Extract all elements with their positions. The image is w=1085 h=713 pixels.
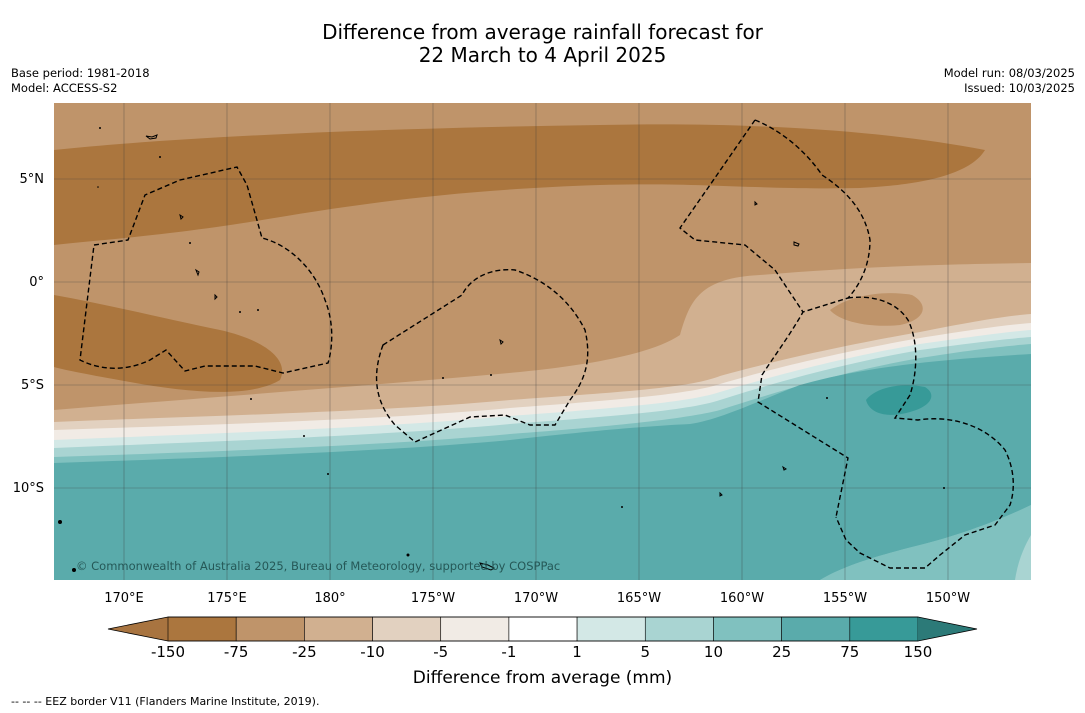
lat-label-5n: 5°N xyxy=(20,172,45,187)
base-period: Base period: 1981-2018 xyxy=(11,66,150,80)
dry-band-north xyxy=(54,124,985,245)
colorbar-segment xyxy=(713,616,782,642)
lon-label-175e: 175°E xyxy=(207,591,247,606)
island-dot xyxy=(97,186,99,188)
island-7 xyxy=(479,562,495,571)
island-6 xyxy=(793,241,800,247)
colorbar-tick-label: -25 xyxy=(292,643,317,661)
island-8 xyxy=(499,338,504,345)
light-wet-southeast xyxy=(1015,535,1031,580)
eez-footnote: -- -- -- EEZ border V11 (Flanders Marine… xyxy=(11,695,320,708)
colorbar-segment xyxy=(235,616,305,642)
islands xyxy=(145,134,800,571)
meta-left: Base period: 1981-2018 Model: ACCESS-S2 xyxy=(11,66,150,96)
title-line-1: Difference from average rainfall forecas… xyxy=(322,20,763,44)
colorbar-extend-low xyxy=(108,617,168,641)
colorbar-tick-label: -75 xyxy=(223,643,249,661)
island-dot xyxy=(72,568,76,572)
island-dot xyxy=(250,398,252,400)
eez-border-cook-northern xyxy=(835,296,1014,569)
wet-area-south xyxy=(54,354,1031,580)
lat-labels: 5°N 0° 5°S 10°S xyxy=(13,172,44,496)
eez-borders xyxy=(79,119,1014,569)
island-dot xyxy=(99,127,101,129)
lon-label-165w: 165°W xyxy=(617,591,661,606)
lon-labels: 170°E 175°E 180° 175°W 170°W 165°W 160°W… xyxy=(104,591,970,606)
island-3 xyxy=(194,268,200,277)
island-dot xyxy=(406,553,410,557)
meta-right: Model run: 08/03/2025 Issued: 10/03/2025 xyxy=(944,66,1075,96)
lat-label-equator: 0° xyxy=(29,275,44,290)
island-dot xyxy=(621,506,623,508)
colorbar-segment xyxy=(781,616,851,642)
island-4 xyxy=(214,293,218,301)
colorbar-segment xyxy=(167,616,237,642)
colorbar-tick-label: 150 xyxy=(903,643,933,661)
colorbar-extend-high xyxy=(918,617,977,641)
island-1 xyxy=(145,134,158,140)
colorbar xyxy=(107,616,978,642)
colorbar-segment xyxy=(508,616,578,642)
gridlines xyxy=(54,103,1031,580)
colorbar-segment xyxy=(440,616,510,642)
map-title: Difference from average rainfall forecas… xyxy=(0,21,1085,67)
island-dot xyxy=(303,435,305,437)
dry-blob-east xyxy=(830,293,923,326)
island-dot xyxy=(58,520,62,524)
island-dot xyxy=(826,397,828,399)
colorbar-tick-label: 75 xyxy=(840,643,860,661)
lon-label-150w: 150°W xyxy=(926,591,970,606)
title-line-2: 22 March to 4 April 2025 xyxy=(418,43,667,67)
island-10 xyxy=(719,491,723,497)
island-dots xyxy=(58,127,945,572)
colorbar-segment xyxy=(372,616,442,642)
colorbar-tick-label: -1 xyxy=(501,643,517,661)
issued-date: Issued: 10/03/2025 xyxy=(964,81,1075,95)
lat-label-5s: 5°S xyxy=(21,378,44,393)
moderate-wet-southeast xyxy=(820,505,1031,580)
lon-label-160w: 160°W xyxy=(720,591,764,606)
island-9 xyxy=(782,465,787,471)
eez-border-line-islands xyxy=(754,119,871,518)
colorbar-title: Difference from average (mm) xyxy=(412,668,673,688)
island-dot xyxy=(490,374,492,376)
colorbar-segment xyxy=(304,616,373,642)
copyright-notice: © Commonwealth of Australia 2025, Bureau… xyxy=(76,559,560,573)
island-5 xyxy=(754,200,758,206)
lon-label-155w: 155°W xyxy=(823,591,867,606)
island-dot xyxy=(159,156,161,158)
colorbar-tick-label: 25 xyxy=(772,643,792,661)
colorbar-outline xyxy=(107,616,978,642)
island-dot xyxy=(257,309,259,311)
island-dot xyxy=(327,473,329,475)
island-2 xyxy=(179,213,184,220)
lon-label-170w: 170°W xyxy=(514,591,558,606)
colorbar-tick-label: -5 xyxy=(433,643,449,661)
map-field xyxy=(54,103,1031,580)
colorbar-segment xyxy=(644,616,714,642)
very-wet-patch xyxy=(866,385,932,415)
island-dot xyxy=(442,377,444,379)
island-dot xyxy=(239,311,241,313)
island-dot xyxy=(189,242,191,244)
lon-label-180: 180° xyxy=(314,591,345,606)
model-run: Model run: 08/03/2025 xyxy=(943,66,1075,80)
eez-border-tokelau xyxy=(375,268,589,443)
island-dot xyxy=(943,487,945,489)
colorbar-tick-label: 5 xyxy=(640,643,651,661)
colorbar-tick-label: -150 xyxy=(150,643,186,661)
model-name: Model: ACCESS-S2 xyxy=(11,81,118,95)
colorbar-tick-label: 1 xyxy=(572,643,582,661)
lat-label-10s: 10°S xyxy=(13,481,44,496)
colorbar-tick-label: -10 xyxy=(360,643,385,661)
colorbar-segment xyxy=(576,616,646,642)
colorbar-segment xyxy=(849,616,919,642)
lon-label-170e: 170°E xyxy=(104,591,144,606)
colorbar-tick-label: 10 xyxy=(703,643,723,661)
lon-label-175w: 175°W xyxy=(411,591,455,606)
